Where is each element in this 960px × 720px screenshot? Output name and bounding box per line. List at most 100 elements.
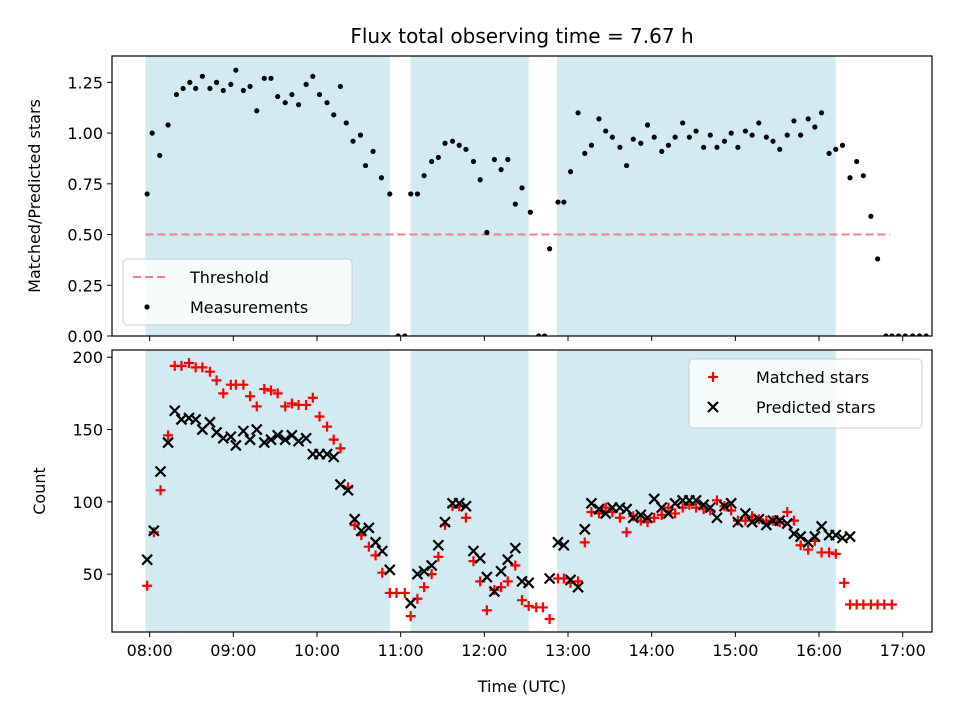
data-point [749,132,755,138]
y-tick-label: 0.75 [67,175,103,194]
data-point [247,83,253,90]
data-point [522,577,535,589]
data-point [826,150,832,156]
data-point [310,73,316,79]
y-tick-label: 0.25 [67,276,103,295]
data-point [193,85,199,92]
data-point [295,102,302,108]
data-point [575,110,581,116]
data-point [672,134,678,140]
data-point [638,140,644,146]
data-point [902,333,908,336]
data-point [307,392,318,403]
data-point [387,191,393,197]
data-point [322,421,333,432]
data-point [791,118,797,124]
data-point [561,199,567,205]
data-point [644,122,651,128]
data-point [621,527,632,538]
data-point [770,138,776,144]
data-point [711,511,723,524]
data-point [279,433,291,446]
data-point [148,524,160,537]
data-point [593,503,605,515]
legend: Matched stars Predicted stars [688,358,923,429]
data-point [895,333,902,336]
data-point [707,132,713,138]
data-point [163,430,174,441]
data-point [502,576,513,587]
data-point [609,134,615,140]
data-point [237,425,250,437]
series-predicted-stars [141,404,856,609]
data-point [348,513,361,525]
data-point [154,465,167,478]
data-point [718,500,731,512]
data-point [552,536,564,549]
data-point [784,132,790,138]
data-point [460,512,471,523]
y-tick-label: 1.00 [67,124,103,143]
data-point [567,169,574,175]
data-point [258,436,271,449]
data-point [839,142,846,148]
data-point [690,494,702,507]
x-axis-label: Time (UTC) [477,677,566,696]
data-point [442,140,448,146]
data-point [910,333,916,336]
data-point [824,547,835,558]
data-point [474,552,486,565]
legend-label: Predicted stars [756,398,876,417]
data-point [537,602,548,613]
data-point [228,81,234,88]
data-point [809,530,821,543]
data-point [432,539,445,552]
observing-window [557,56,836,336]
data-point [623,162,630,169]
data-point [391,587,402,598]
observing-window [410,56,529,336]
data-point [414,191,421,197]
legend-swatch [708,372,718,382]
data-point [402,333,408,336]
data-point [833,146,839,152]
data-point [180,85,186,92]
data-point [582,150,588,156]
data-point [781,517,794,530]
data-point [199,73,205,79]
x-tick-label: 12:00 [461,641,507,660]
data-point [189,413,202,426]
data-point [197,362,208,373]
data-point [251,401,262,412]
data-point [656,509,667,520]
data-point [635,509,647,521]
data-point [572,581,584,593]
data-point [272,388,283,399]
data-point [777,146,783,152]
data-point [144,191,150,197]
data-point [585,497,598,510]
data-point [271,429,284,442]
data-point [614,512,625,523]
data-point [449,138,456,144]
data-point [176,360,187,371]
x-tick-label: 16:00 [796,641,842,660]
data-point [773,514,786,527]
data-point [711,495,722,506]
data-point [211,375,222,386]
data-point [889,333,895,336]
legend-swatch [707,401,719,413]
data-point [259,384,270,395]
data-point [250,423,263,436]
data-point [280,401,291,412]
top-panel: 0.00 0.25 0.50 0.75 1.00 1.25 Matched/Predicte… [25,55,933,346]
data-point [484,229,490,236]
data-point [883,333,889,336]
data-point [183,358,194,369]
data-point [419,582,430,593]
data-point [369,536,382,549]
data-point [435,154,441,161]
data-point [627,511,640,524]
data-point [517,595,527,606]
